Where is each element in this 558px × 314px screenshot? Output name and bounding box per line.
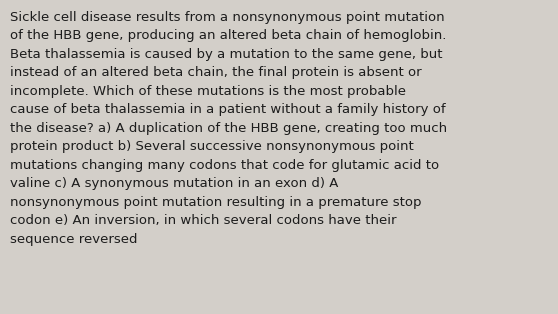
- Text: Sickle cell disease results from a nonsynonymous point mutation
of the HBB gene,: Sickle cell disease results from a nonsy…: [10, 11, 447, 246]
